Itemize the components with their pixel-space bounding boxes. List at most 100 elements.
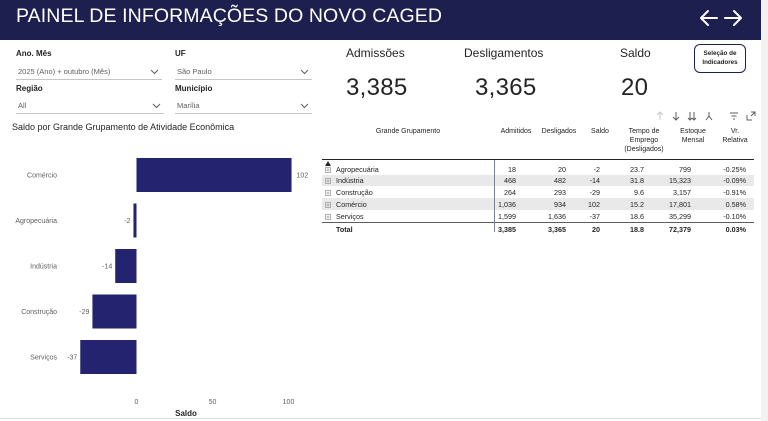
cell-saldo: -37 <box>589 211 600 221</box>
page-title: PAINEL DE INFORMAÇÕES DO NOVO CAGED <box>16 5 443 27</box>
uf-value: São Paulo <box>177 67 212 76</box>
sort-ascending-icon[interactable] <box>325 153 331 166</box>
cell-estoque: 17,801 <box>669 199 691 209</box>
total-tempo: 18.8 <box>630 224 644 234</box>
table-row[interactable]: Agropecuária 18 20 -2 23.7 799 -0.25% <box>322 163 754 175</box>
col-header-estoque[interactable]: Estoque Mensal <box>672 127 714 145</box>
data-label: -14 <box>102 264 112 271</box>
chevron-down-icon <box>300 101 309 110</box>
col-header-tempo-line-1: Tempo de <box>628 128 660 135</box>
total-estoque: 72,379 <box>669 224 691 234</box>
chevron-down-icon <box>300 67 309 76</box>
row-grupo: Indústria <box>336 176 364 186</box>
slicer-label-uf: UF <box>175 49 186 58</box>
col-header-saldo[interactable]: Saldo <box>591 128 609 135</box>
col-header-desligados[interactable]: Desligados <box>541 128 577 135</box>
expand-row-icon[interactable] <box>325 201 331 208</box>
table-row[interactable]: Serviços 1,599 1,636 -37 18.6 35,299 -0.10% <box>322 210 754 222</box>
focus-mode-icon[interactable] <box>746 108 756 121</box>
table-column-divider <box>494 160 495 232</box>
expand-row-icon[interactable] <box>325 166 331 173</box>
bar[interactable] <box>115 249 137 283</box>
x-tick-label: 100 <box>283 399 295 406</box>
row-grupo: Comércio <box>336 199 367 209</box>
cell-estoque: 3,157 <box>673 188 691 198</box>
page-footer-divider <box>0 418 761 419</box>
cell-admitidos: 1,036 <box>498 199 516 209</box>
municipio-dropdown[interactable]: Marília <box>175 99 312 114</box>
filter-icon[interactable] <box>729 108 739 120</box>
row-grupo: Serviços <box>336 211 364 221</box>
col-header-estoque-line-1: Estoque <box>680 128 706 135</box>
cell-estoque: 15,323 <box>669 176 691 186</box>
arrow-left-icon[interactable] <box>699 9 719 27</box>
regiao-dropdown[interactable]: All <box>16 99 164 114</box>
visual-header-icons <box>652 108 758 121</box>
slicer-label-regiao: Região <box>16 84 43 93</box>
col-header-vr-line-2: Relativa <box>722 137 748 144</box>
x-tick-label: 50 <box>209 399 217 406</box>
slicer-label-municipio: Município <box>175 84 213 93</box>
bar[interactable] <box>80 340 137 374</box>
category-label: Agropecuária <box>15 218 57 225</box>
bar[interactable] <box>92 294 137 329</box>
cell-desligados: 293 <box>554 188 566 198</box>
category-label: Construção <box>21 309 57 316</box>
slicer-label-ano-mes: Ano. Mês <box>16 49 52 58</box>
expand-row-icon[interactable] <box>325 213 331 220</box>
selecao-line-1: Seleção de <box>703 50 737 57</box>
x-tick-label: 0 <box>135 399 139 406</box>
arrow-down-icon[interactable] <box>671 108 681 121</box>
cell-vr: 0.58% <box>725 199 746 209</box>
x-axis-title: Saldo <box>175 409 197 418</box>
col-header-vr[interactable]: Vr. Relativa <box>718 127 752 145</box>
total-desligados: 3,365 <box>548 224 566 234</box>
table-row[interactable]: Comércio 1,036 934 102 15.2 17,801 0.58% <box>322 198 754 210</box>
col-header-tempo[interactable]: Tempo de Emprego (Desligados) <box>618 127 670 154</box>
double-arrow-down-icon[interactable] <box>687 108 697 121</box>
table-total-row: Total 3,385 3,365 20 18.8 72,379 0.03% <box>322 222 754 234</box>
cell-desligados: 482 <box>554 176 566 186</box>
cell-vr: -0.25% <box>723 164 746 174</box>
cell-tempo: 15.2 <box>630 199 644 209</box>
cell-saldo: -14 <box>589 176 600 186</box>
cell-desligados: 20 <box>558 164 566 174</box>
uf-dropdown[interactable]: São Paulo <box>175 65 312 80</box>
cell-admitidos: 18 <box>508 164 516 174</box>
kpi-admissoes-value: 3,385 <box>346 74 408 101</box>
ano-mes-dropdown[interactable]: 2025 (Ano) + outubro (Mês) <box>16 65 162 80</box>
selecao-indicadores-button[interactable]: Seleção de Indicadores <box>694 44 746 73</box>
data-label: -2 <box>124 218 130 225</box>
col-header-admitidos[interactable]: Admitidos <box>500 128 532 135</box>
kpi-desligamentos-value: 3,365 <box>475 74 537 101</box>
data-label: -37 <box>67 355 77 362</box>
expand-hierarchy-icon[interactable] <box>704 108 714 121</box>
expand-row-icon[interactable] <box>325 177 331 185</box>
cell-tempo: 9.6 <box>634 188 644 198</box>
total-vr: 0.03% <box>725 224 746 234</box>
arrow-right-icon[interactable] <box>723 9 743 27</box>
category-label: Comércio <box>27 173 57 180</box>
cell-tempo: 31.8 <box>630 176 644 186</box>
chart-title: Saldo por Grande Grupamento de Atividade… <box>12 122 235 132</box>
category-label: Indústria <box>30 264 57 271</box>
bar[interactable] <box>133 203 137 238</box>
kpi-desligamentos-label: Desligamentos <box>464 46 544 60</box>
data-label: -29 <box>79 309 89 316</box>
chevron-down-icon <box>150 67 159 76</box>
arrow-up-icon[interactable] <box>655 108 665 120</box>
cell-estoque: 799 <box>679 164 691 174</box>
data-label: 102 <box>297 173 309 180</box>
regiao-value: All <box>18 101 27 110</box>
table-row[interactable]: Indústria 468 482 -14 31.8 15,323 -0.09% <box>322 174 754 187</box>
indicadores-table: Grande Grupamento Admitidos Desligados S… <box>322 122 758 234</box>
bar[interactable] <box>136 158 292 192</box>
total-admitidos: 3,385 <box>498 224 516 234</box>
col-header-grupo[interactable]: Grande Grupamento <box>375 128 441 135</box>
expand-row-icon[interactable] <box>325 189 331 196</box>
cell-tempo: 18.6 <box>630 211 644 221</box>
table-row[interactable]: Construção 264 293 -29 9.6 3,157 -0.91% <box>322 187 754 199</box>
col-header-estoque-line-2: Mensal <box>681 137 705 144</box>
cell-estoque: 35,299 <box>669 211 691 221</box>
row-grupo: Agropecuária <box>336 164 379 174</box>
